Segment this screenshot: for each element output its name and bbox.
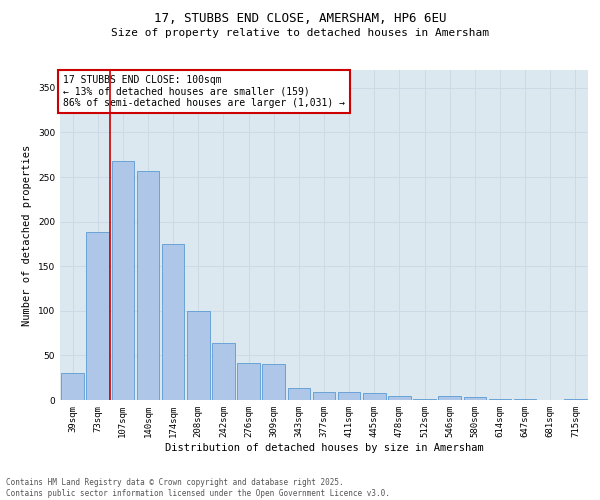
Bar xyxy=(564,399,587,400)
Bar xyxy=(137,171,160,400)
Bar xyxy=(86,232,109,400)
Text: Size of property relative to detached houses in Amersham: Size of property relative to detached ho… xyxy=(111,28,489,38)
Bar xyxy=(187,311,209,400)
Bar xyxy=(112,161,134,400)
Bar xyxy=(212,343,235,400)
Text: Contains HM Land Registry data © Crown copyright and database right 2025.
Contai: Contains HM Land Registry data © Crown c… xyxy=(6,478,390,498)
Y-axis label: Number of detached properties: Number of detached properties xyxy=(22,144,32,326)
Bar xyxy=(262,364,285,400)
Text: 17, STUBBS END CLOSE, AMERSHAM, HP6 6EU: 17, STUBBS END CLOSE, AMERSHAM, HP6 6EU xyxy=(154,12,446,26)
Bar xyxy=(363,393,386,400)
Bar xyxy=(287,388,310,400)
Bar xyxy=(61,373,84,400)
Bar xyxy=(237,362,260,400)
Bar xyxy=(413,399,436,400)
Bar xyxy=(464,398,486,400)
Bar xyxy=(313,392,335,400)
Bar xyxy=(388,396,411,400)
Text: 17 STUBBS END CLOSE: 100sqm
← 13% of detached houses are smaller (159)
86% of se: 17 STUBBS END CLOSE: 100sqm ← 13% of det… xyxy=(62,75,344,108)
Bar xyxy=(338,392,361,400)
Bar xyxy=(162,244,184,400)
Bar xyxy=(488,399,511,400)
X-axis label: Distribution of detached houses by size in Amersham: Distribution of detached houses by size … xyxy=(164,442,484,452)
Bar xyxy=(514,399,536,400)
Bar xyxy=(439,396,461,400)
